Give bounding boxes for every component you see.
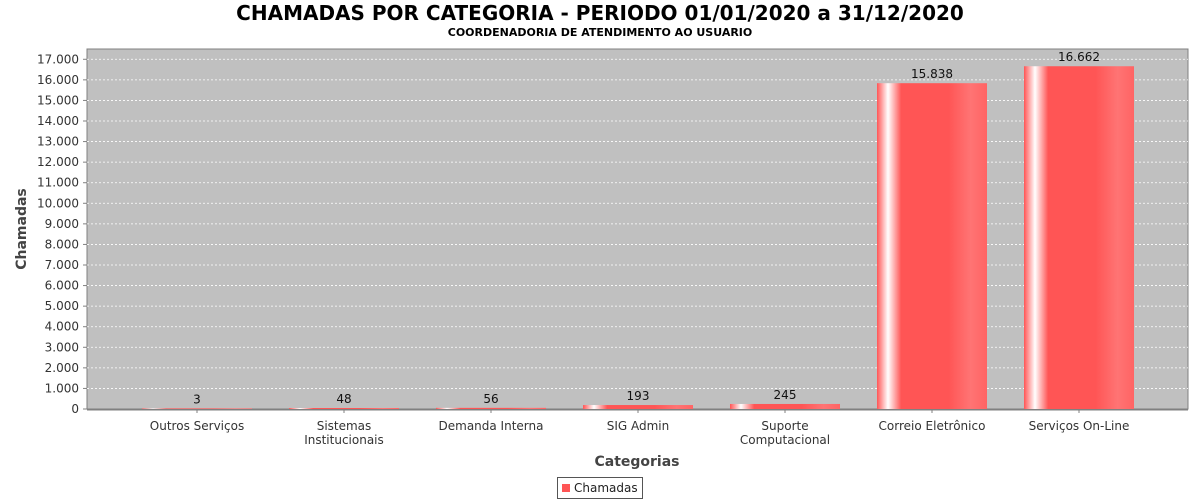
y-tick-label: 3.000: [45, 340, 79, 354]
y-tick-label: 4.000: [45, 320, 79, 334]
x-tick-label: Suporte: [761, 419, 808, 433]
chart-subtitle: COORDENADORIA DE ATENDIMENTO AO USUARIO: [447, 26, 753, 39]
y-tick-label: 14.000: [37, 114, 79, 128]
gridlines: [87, 58, 1188, 389]
y-tick-label: 2.000: [45, 361, 79, 375]
bar: [436, 407, 546, 409]
x-axis-title: Categorias: [594, 454, 679, 470]
y-tick-label: 8.000: [45, 237, 79, 251]
bar: [583, 405, 693, 409]
bar: [142, 408, 252, 409]
bar-value-label: 16.662: [1058, 50, 1100, 64]
bar: [730, 403, 840, 409]
bar-value-label: 3: [193, 392, 201, 406]
y-tick-label: 1.000: [45, 381, 79, 395]
y-tick-label: 9.000: [45, 217, 79, 231]
bar-value-label: 245: [774, 388, 797, 402]
x-tick-label: Demanda Interna: [439, 419, 544, 433]
bars: 3 48 56 193 245 15.838 16.662: [142, 50, 1134, 410]
bar-value-label: 56: [483, 392, 498, 406]
legend-label-chamadas: Chamadas: [574, 481, 638, 495]
x-tick-label: Computacional: [740, 433, 830, 447]
y-tick-label: 15.000: [37, 93, 79, 107]
y-tick-labels: 0 1.000 2.000 3.000 4.000 5.000 6.000 7.000 8.00…: [37, 52, 87, 416]
y-tick-label: 5.000: [45, 299, 79, 313]
y-tick-label: 0: [71, 402, 79, 416]
bar: [877, 83, 987, 410]
plot-area: [86, 48, 1189, 410]
y-tick-label: 13.000: [37, 135, 79, 149]
bar: [289, 408, 399, 409]
chart-title: CHAMADAS POR CATEGORIA - PERIODO 01/01/2…: [236, 1, 964, 25]
y-tick-label: 12.000: [37, 155, 79, 169]
bar-value-label: 15.838: [911, 67, 953, 81]
bar-value-label: 48: [336, 392, 351, 406]
x-tick-label: Sistemas: [317, 419, 372, 433]
y-tick-label: 7.000: [45, 258, 79, 272]
x-tick-label: Outros Serviços: [150, 419, 244, 433]
x-tick-label: Institucionais: [304, 433, 384, 447]
y-axis-title: Chamadas: [14, 188, 30, 270]
y-tick-label: 6.000: [45, 279, 79, 293]
x-tick-label: Correio Eletrônico: [879, 419, 986, 433]
y-tick-label: 16.000: [37, 73, 79, 87]
y-tick-label: 10.000: [37, 196, 79, 210]
y-tick-label: 17.000: [37, 52, 79, 66]
bar-value-label: 193: [627, 389, 650, 403]
y-tick-label: 11.000: [37, 176, 79, 190]
legend-swatch-chamadas: [562, 484, 570, 492]
x-tick-label: SIG Admin: [607, 419, 670, 433]
x-tick-label: Serviços On-Line: [1029, 419, 1130, 433]
bar: [1024, 66, 1134, 409]
legend: Chamadas: [557, 477, 643, 499]
